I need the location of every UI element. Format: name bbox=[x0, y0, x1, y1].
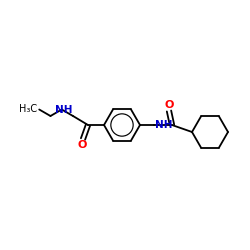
Text: O: O bbox=[77, 140, 87, 150]
Text: NH: NH bbox=[54, 105, 72, 115]
Text: H₃C: H₃C bbox=[19, 104, 37, 114]
Text: NH: NH bbox=[155, 120, 172, 130]
Text: O: O bbox=[164, 100, 174, 110]
